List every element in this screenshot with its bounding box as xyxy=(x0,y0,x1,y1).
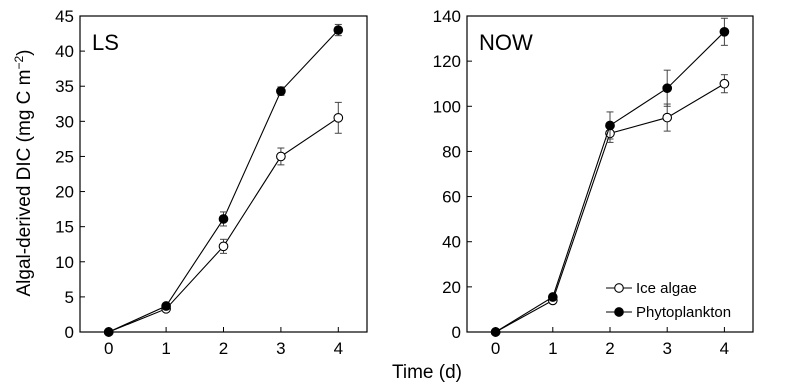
data-point-open xyxy=(719,78,730,89)
x-tick-label: 0 xyxy=(104,339,113,358)
series-line xyxy=(108,29,339,333)
plot-frame xyxy=(79,15,368,333)
y-tick-label: 40 xyxy=(55,42,74,61)
data-point-open xyxy=(333,112,344,123)
y-tick-label: 80 xyxy=(442,142,461,161)
y-tick-label: 0 xyxy=(452,323,461,342)
data-point-filled xyxy=(547,292,558,302)
x-tick-label: 2 xyxy=(605,339,614,358)
y-tick-label: 30 xyxy=(55,112,74,131)
y-tick-label: 25 xyxy=(55,147,74,166)
chart-panel: 0 20 40 60 80 100 120 140 0 1 2 3 4 NOW Ice algae Phyto… xyxy=(433,7,754,358)
data-point-filled xyxy=(490,327,501,337)
y-tick-label: 0 xyxy=(65,323,74,342)
legend-label: Ice algae xyxy=(636,280,697,297)
data-point-open xyxy=(218,241,229,252)
legend: Ice algae Phytoplankton xyxy=(606,280,731,321)
data-point-filled xyxy=(103,327,114,337)
x-tick-label: 3 xyxy=(276,339,285,358)
y-tick-label: 120 xyxy=(433,52,461,71)
data-point-filled xyxy=(161,301,171,311)
y-tick-label: 5 xyxy=(65,288,74,307)
y-tick-label: 40 xyxy=(442,233,461,252)
y-tick-label: 20 xyxy=(55,183,74,202)
x-tick-label: 4 xyxy=(334,339,343,358)
data-point-filled xyxy=(662,83,673,94)
data-point-open xyxy=(276,151,286,162)
panel-label: NOW xyxy=(479,30,533,55)
x-tick-label: 1 xyxy=(548,339,557,358)
data-point-filled xyxy=(276,86,286,96)
x-tick-label: 0 xyxy=(491,339,500,358)
data-point-filled xyxy=(333,25,344,35)
y-tick-label: 45 xyxy=(55,7,74,26)
y-tick-label: 60 xyxy=(442,188,461,207)
data-point-filled xyxy=(218,214,229,224)
legend-marker-filled xyxy=(614,307,624,317)
legend-label: Phytoplankton xyxy=(636,304,731,321)
y-tick-label: 100 xyxy=(433,97,461,116)
y-tick-label: 15 xyxy=(55,218,74,237)
y-axis-title: Algal-derived DIC (mg C m−2) xyxy=(12,49,35,296)
y-tick-label: 20 xyxy=(442,278,461,297)
panel-label: LS xyxy=(92,30,119,55)
x-tick-label: 4 xyxy=(720,339,729,358)
data-point-filled xyxy=(605,120,615,131)
data-point-filled xyxy=(719,26,730,37)
chart-panel: 0 5 10 15 20 25 30 35 40 45 0 1 2 3 4 LS xyxy=(55,7,368,358)
x-tick-label: 3 xyxy=(662,339,671,358)
x-axis-title: Time (d) xyxy=(392,362,462,383)
x-tick-label: 1 xyxy=(161,339,170,358)
y-tick-label: 35 xyxy=(55,77,74,96)
legend-marker-open xyxy=(614,283,624,293)
y-tick-label: 140 xyxy=(433,7,461,26)
y-tick-label: 10 xyxy=(55,253,74,272)
data-point-open xyxy=(662,112,673,123)
plot-frame xyxy=(466,15,754,333)
x-tick-label: 2 xyxy=(219,339,228,358)
